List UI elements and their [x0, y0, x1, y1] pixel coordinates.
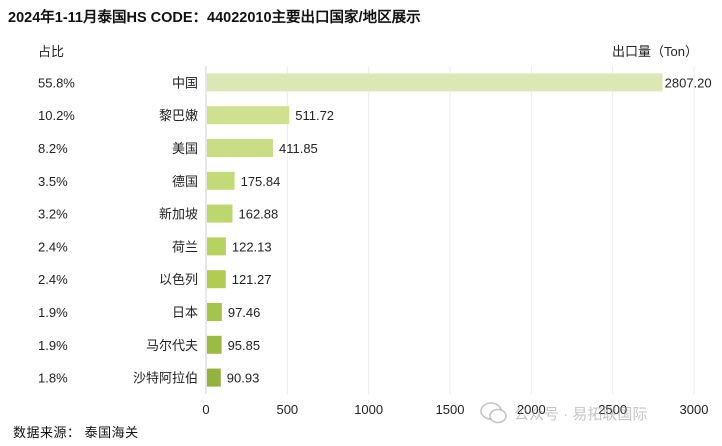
bar — [207, 303, 222, 321]
bar — [207, 73, 663, 92]
bar — [207, 368, 221, 387]
category-label: 德国 — [172, 174, 198, 189]
share-label: 3.2% — [38, 207, 68, 222]
chart-title: 2024年1-11月泰国HS CODE：44022010主要出口国家/地区展示 — [8, 10, 421, 26]
category-label: 美国 — [172, 141, 198, 156]
category-label: 黎巴嫩 — [159, 108, 198, 123]
data-label: 511.72 — [295, 108, 334, 123]
share-label: 2.4% — [38, 239, 68, 254]
x-tick-label: 0 — [202, 402, 209, 417]
category-label: 马尔代夫 — [146, 338, 198, 353]
x-tick-label: 2000 — [517, 402, 546, 417]
data-label: 2807.20 — [665, 75, 712, 90]
x-tick-label: 2500 — [598, 402, 627, 417]
category-label: 以色列 — [159, 272, 198, 287]
data-label: 95.85 — [228, 338, 261, 353]
bar — [207, 335, 222, 354]
x-tick-label: 3000 — [680, 402, 709, 417]
data-label: 122.13 — [232, 239, 272, 254]
share-label: 2.4% — [38, 272, 68, 287]
bar — [207, 237, 226, 256]
x-tick-label: 1000 — [354, 402, 383, 417]
category-label: 中国 — [172, 75, 198, 90]
labels: 0 500 1000 1500 2000 2500 3000 55.8% 中国 2807.20 10… — [38, 75, 712, 417]
share-label: 10.2% — [38, 108, 75, 123]
data-label: 121.27 — [232, 272, 272, 287]
category-label: 日本 — [172, 305, 198, 320]
data-label: 90.93 — [227, 371, 260, 386]
x-tick-label: 1500 — [436, 402, 465, 417]
category-label: 新加坡 — [159, 207, 198, 222]
share-label: 1.9% — [38, 338, 68, 353]
bars — [207, 73, 663, 387]
share-label: 3.5% — [38, 174, 68, 189]
share-label: 1.9% — [38, 305, 68, 320]
bar — [207, 106, 290, 125]
data-label: 97.46 — [228, 305, 261, 320]
data-label: 175.84 — [241, 174, 281, 189]
share-label: 8.2% — [38, 141, 68, 156]
source-note: 数据来源： 泰国海关 — [13, 425, 139, 440]
watermark-text: 公众号 · 易拓联国际 — [514, 405, 648, 423]
watermark: 公众号 · 易拓联国际 — [480, 402, 647, 424]
share-label: 55.8% — [38, 75, 75, 90]
bar — [207, 204, 233, 223]
share-label: 1.8% — [38, 371, 68, 386]
bar — [207, 171, 235, 190]
wechat-icon — [480, 402, 508, 424]
bar — [207, 139, 273, 157]
unit-label: 出口量（Ton） — [612, 44, 698, 59]
share-column-header: 占比 — [38, 44, 65, 59]
category-label: 沙特阿拉伯 — [133, 371, 198, 386]
x-tick-label: 500 — [276, 402, 298, 417]
category-label: 荷兰 — [172, 239, 198, 254]
bar — [207, 270, 226, 289]
data-label: 411.85 — [279, 141, 318, 156]
data-label: 162.88 — [238, 207, 278, 222]
